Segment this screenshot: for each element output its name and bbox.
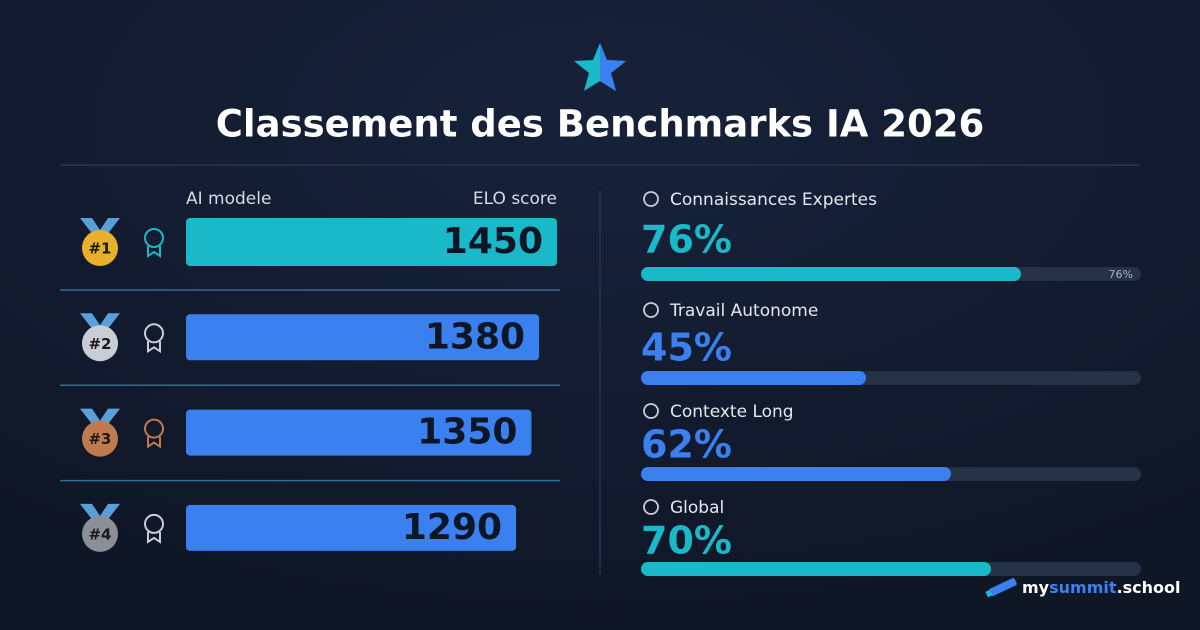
- brand-name: mysummit.school: [1022, 578, 1180, 597]
- rosette-tail: [147, 246, 161, 258]
- progress-bar: [641, 467, 951, 481]
- medal-disc: [82, 325, 118, 362]
- bar: [186, 409, 532, 456]
- metric-name: Connaissances Expertes: [670, 190, 877, 210]
- rosette-tail: [147, 341, 161, 354]
- title: Classement des Benchmarks IA 2026: [216, 103, 984, 146]
- metric-value: 62%: [641, 423, 732, 467]
- rank-label: #4: [88, 525, 111, 543]
- metric-value: 45%: [641, 326, 732, 370]
- progress-bar: [641, 562, 991, 576]
- bar-value: 1290: [402, 507, 502, 548]
- rosette-icon: [144, 323, 164, 354]
- medal-disc: [82, 515, 118, 552]
- column-header: AI modele: [186, 189, 271, 209]
- metric-name: Travail Autonome: [669, 301, 818, 321]
- rosette: [144, 513, 164, 534]
- progress-bar: [641, 371, 866, 385]
- rosette-icon: [144, 418, 164, 449]
- badge-icon: [643, 403, 659, 419]
- rosette-tail: [147, 436, 161, 449]
- progress-bar: [641, 267, 1021, 281]
- bar: [186, 218, 557, 266]
- medal: #3: [80, 408, 120, 457]
- bar: [186, 504, 517, 551]
- medal-ribbon: [80, 503, 120, 522]
- medal-ribbon: [80, 218, 120, 236]
- brand-part: my: [1022, 578, 1050, 597]
- rosette-tail: [147, 531, 161, 544]
- metric-name: Contexte Long: [670, 402, 794, 422]
- rosette-icon: [144, 228, 164, 258]
- medal-disc: [82, 230, 118, 266]
- badge-icon: [643, 302, 659, 318]
- brand-part: summit: [1049, 578, 1117, 597]
- rank-label: #3: [88, 430, 111, 448]
- rosette: [144, 418, 164, 439]
- medal-disc: [82, 420, 118, 457]
- badge-icon: [643, 499, 659, 515]
- rosette: [144, 323, 164, 344]
- telescope-icon: [985, 578, 1017, 598]
- bar: [186, 314, 540, 361]
- logo-star: [574, 43, 626, 91]
- bar-value: 1450: [443, 221, 543, 262]
- brand-part: .school: [1117, 578, 1181, 597]
- rank-label: #2: [88, 335, 111, 353]
- column-header: ELO score: [473, 189, 557, 209]
- rank-label: #1: [88, 240, 111, 258]
- medal-ribbon: [80, 313, 120, 332]
- brand: mysummit.school: [985, 578, 1180, 598]
- medal: #1: [80, 218, 120, 266]
- metric-name: Global: [670, 498, 724, 518]
- medal: #2: [80, 313, 120, 362]
- bar-value: 1350: [417, 412, 517, 453]
- rosette-icon: [144, 513, 164, 544]
- bar-value: 1380: [425, 316, 525, 357]
- metric-value: 70%: [641, 519, 732, 563]
- track-label: 76%: [1109, 268, 1133, 281]
- medal: #4: [80, 503, 120, 552]
- metric-value: 76%: [641, 218, 732, 262]
- rosette: [144, 228, 164, 248]
- medal-ribbon: [80, 408, 120, 427]
- badge-icon: [643, 191, 659, 207]
